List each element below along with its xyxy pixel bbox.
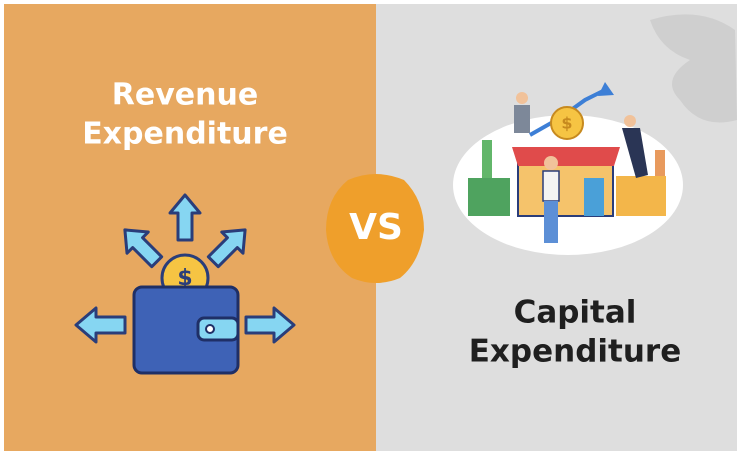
cash-stack bbox=[468, 178, 510, 216]
right-title-line1: Capital bbox=[514, 295, 637, 331]
right-title-line2: Expenditure bbox=[469, 334, 681, 370]
left-title-line2: Expenditure bbox=[82, 117, 288, 152]
person-legs bbox=[544, 201, 558, 243]
arrow-left bbox=[74, 306, 127, 344]
vs-badge bbox=[326, 174, 424, 283]
capital-coin-symbol: $ bbox=[561, 114, 572, 133]
shop-awning bbox=[512, 147, 620, 166]
green-arrow-left bbox=[482, 140, 492, 180]
vs-label: VS bbox=[349, 207, 403, 248]
person-body bbox=[622, 128, 648, 178]
wallet-clasp bbox=[196, 316, 240, 342]
growth-arrow-head bbox=[598, 82, 614, 96]
arrow-up-left bbox=[123, 228, 164, 269]
arrow-right bbox=[244, 306, 296, 344]
orange-arrow-right bbox=[655, 150, 665, 185]
arrow-up bbox=[168, 193, 202, 242]
coin-stack bbox=[616, 176, 666, 216]
person-body bbox=[542, 170, 560, 202]
person-head bbox=[544, 156, 558, 170]
person-head bbox=[624, 115, 636, 127]
coin-symbol: $ bbox=[177, 266, 192, 291]
shop-door bbox=[584, 178, 604, 216]
person-body bbox=[514, 105, 530, 133]
left-title-line1: Revenue bbox=[112, 78, 258, 113]
capital-coin bbox=[550, 106, 584, 140]
wallet-button bbox=[205, 324, 215, 334]
arrow-up-right bbox=[206, 228, 247, 269]
person-head bbox=[516, 92, 528, 104]
leaf-decoration bbox=[650, 14, 737, 123]
